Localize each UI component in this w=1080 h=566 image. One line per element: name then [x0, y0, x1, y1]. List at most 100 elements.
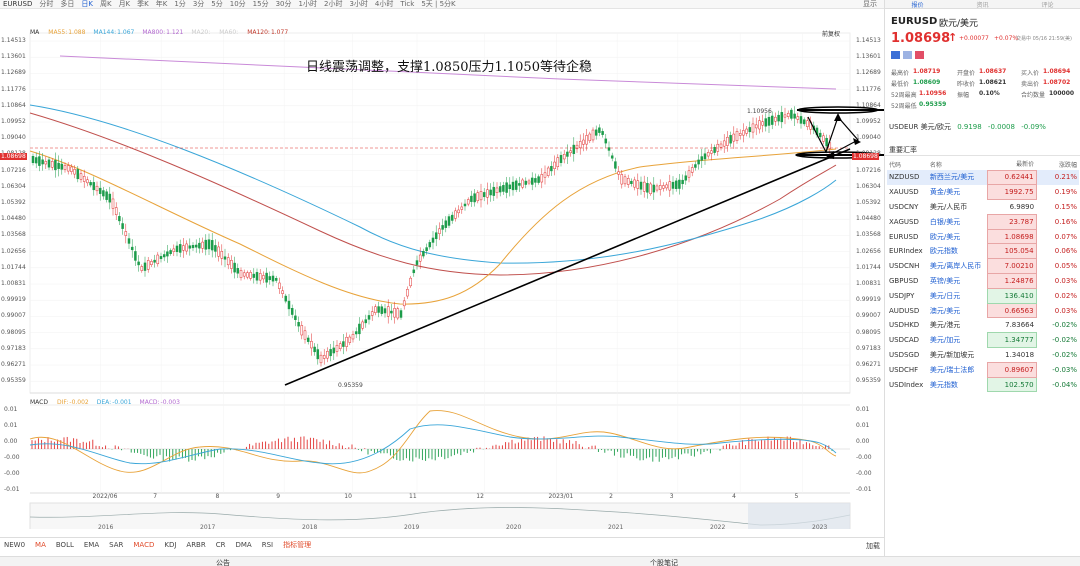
period-tab-15[interactable]: 3小时	[349, 0, 368, 8]
period-tab-14[interactable]: 2小时	[323, 0, 343, 8]
candle-body	[316, 349, 320, 360]
period-tab-5[interactable]: 季K	[137, 0, 149, 8]
candle-body	[134, 251, 137, 261]
related-quote[interactable]: USDEUR 美元/欧元 0.9198 -0.0008 -0.09%	[889, 122, 1046, 132]
candle-body	[454, 210, 457, 219]
period-tab-17[interactable]: Tick	[400, 0, 415, 8]
doc-icon[interactable]	[903, 51, 912, 59]
up-arrow-icon: ↑	[948, 31, 958, 44]
panel-tab-2[interactable]: 评论	[1041, 2, 1054, 9]
watchlist-row[interactable]: USDHKD 美元/港元 7.83664 -0.02%	[887, 318, 1079, 333]
period-tab-7[interactable]: 1分	[174, 0, 186, 8]
candle-body	[425, 247, 428, 251]
period-tab-16[interactable]: 4小时	[374, 0, 394, 8]
period-tab-10[interactable]: 10分	[229, 0, 246, 8]
period-tab-8[interactable]: 3分	[192, 0, 205, 8]
candle-body	[495, 187, 499, 193]
watchlist-row[interactable]: AUDUSD 澳元/美元 0.66563 0.03%	[887, 302, 1079, 319]
fund-icon[interactable]	[891, 51, 900, 59]
indicator-tab-10[interactable]: RSI	[261, 540, 274, 549]
indicator-tab-5[interactable]: MACD	[133, 540, 155, 549]
kline-chart[interactable]: MA MA55:1.088 MA144:1.067 MA800:1.121 MA20: M…	[0, 9, 892, 532]
indicator-tab-11[interactable]: 指标管理	[283, 540, 312, 549]
watchlist-pct: 0.21%	[1054, 173, 1077, 182]
watchlist-row[interactable]: USDCNH 美元/离岸人民币 7.00210 0.05%	[887, 258, 1079, 275]
indicator-tab-6[interactable]: KDJ	[164, 540, 177, 549]
candle-body	[518, 183, 521, 186]
overview-year-1: 2017	[200, 524, 216, 531]
candle-body	[159, 256, 163, 260]
y-tick-right-14: 1.01744	[856, 263, 881, 271]
indicator-tab-3[interactable]: EMA	[83, 540, 100, 549]
heart-icon[interactable]	[915, 51, 924, 59]
panel-tab-0[interactable]: 报价	[911, 2, 924, 9]
candle-body	[230, 260, 233, 269]
watchlist-code: USDCHF	[889, 365, 919, 374]
candle-body	[169, 250, 172, 254]
watchlist-header-2[interactable]: 最新价	[1016, 161, 1035, 169]
candle-body	[297, 322, 300, 327]
period-tab-4[interactable]: 月K	[118, 0, 131, 8]
watchlist-header-3[interactable]: 涨跌幅	[1058, 161, 1077, 169]
candle-body	[79, 173, 83, 180]
watchlist-row[interactable]: USDIndex 美元指数 102.570 -0.04%	[887, 376, 1079, 393]
watchlist-row[interactable]: EURIndex 欧元指数 105.054 0.06%	[887, 243, 1079, 260]
watchlist-header-0[interactable]: 代码	[889, 161, 902, 169]
symbol-label[interactable]: EURUSD	[3, 0, 33, 8]
watchlist-pct: -0.04%	[1052, 380, 1077, 389]
indicator-tab-1[interactable]: MA	[35, 540, 46, 549]
candle-body	[105, 191, 108, 200]
indicator-tab-4[interactable]: SAR	[109, 540, 124, 549]
indicator-tab-9[interactable]: DMA	[235, 540, 252, 549]
candle-body	[700, 156, 704, 161]
restore-button[interactable]: 前复权	[822, 31, 841, 38]
stat-value-4: 1.08621	[979, 79, 1007, 86]
period-tab-9[interactable]: 5分	[211, 0, 223, 8]
legend-label-3: MA800:	[142, 29, 166, 36]
watchlist-header-1[interactable]: 名称	[929, 161, 942, 169]
watchlist-pct: 0.07%	[1054, 232, 1077, 241]
period-tab-13[interactable]: 1小时	[298, 0, 317, 8]
period-tab-6[interactable]: 年K	[155, 0, 168, 8]
load-button[interactable]: 加载	[866, 542, 880, 550]
period-tab-1[interactable]: 多日	[60, 0, 75, 8]
quote-change-pct: +0.07%	[994, 35, 1019, 42]
watchlist-row[interactable]: USDCNY 美元/人民币 6.9890 0.15%	[887, 200, 1079, 215]
candle-body	[636, 180, 640, 189]
indicator-tab-0[interactable]: NEW0	[4, 540, 26, 549]
watchlist-row[interactable]: XAUUSD 黄金/美元 1992.75 0.19%	[887, 184, 1079, 201]
watchlist-row[interactable]: XAGUSD 白银/美元 23.787 0.16%	[887, 213, 1079, 230]
candle-body	[604, 138, 608, 144]
period-tab-3[interactable]: 周K	[99, 0, 112, 8]
watchlist-row[interactable]: USDCAD 美元/加元 1.34777 -0.02%	[887, 332, 1079, 349]
period-tab-0[interactable]: 分时	[39, 0, 54, 8]
watchlist-row[interactable]: USDJPY 美元/日元 136.410 0.02%	[887, 287, 1079, 304]
watchlist-row[interactable]: EURUSD 欧元/美元 1.08698 0.07%	[887, 228, 1079, 245]
period-tab-18[interactable]: 5天 | 5分K	[421, 0, 456, 8]
candle-body	[617, 171, 620, 175]
watchlist-row[interactable]: GBPUSD 英镑/美元 1.24876 0.03%	[887, 273, 1079, 289]
watchlist-price: 1.24876	[986, 273, 1037, 289]
period-tab-11[interactable]: 15分	[252, 0, 269, 8]
chart-canvas[interactable]	[0, 9, 892, 532]
candle-body	[284, 295, 288, 302]
period-tab-2[interactable]: 日K	[81, 0, 93, 8]
y-tick-left-19: 0.97183	[1, 344, 26, 352]
indicator-tab-7[interactable]: ARBR	[186, 540, 206, 549]
watchlist-row[interactable]: NZDUSD 新西兰元/美元 0.62441 0.21%	[887, 169, 1079, 186]
candle-body	[799, 116, 803, 124]
display-menu[interactable]: 显示	[863, 0, 877, 8]
candle-body	[623, 176, 627, 185]
period-tab-12[interactable]: 30分	[275, 0, 292, 8]
y-tick-left-15: 1.00831	[1, 280, 26, 287]
legend-value-6: 1.077	[270, 29, 289, 36]
watchlist-row[interactable]: USDSGD 美元/新加坡元 1.34018 -0.02%	[887, 348, 1079, 363]
panel-tab-1[interactable]: 资讯	[976, 2, 989, 9]
indicator-tab-8[interactable]: CR	[215, 540, 226, 549]
notice-link[interactable]: 公告	[216, 559, 230, 566]
candle-body	[95, 185, 99, 192]
indicator-tab-2[interactable]: BOLL	[55, 540, 74, 549]
notes-link[interactable]: 个股笔记	[650, 559, 678, 566]
stat-value-9: 0.95359	[919, 101, 947, 108]
watchlist-row[interactable]: USDCHF 美元/瑞士法郎 0.89607 -0.03%	[887, 361, 1079, 378]
